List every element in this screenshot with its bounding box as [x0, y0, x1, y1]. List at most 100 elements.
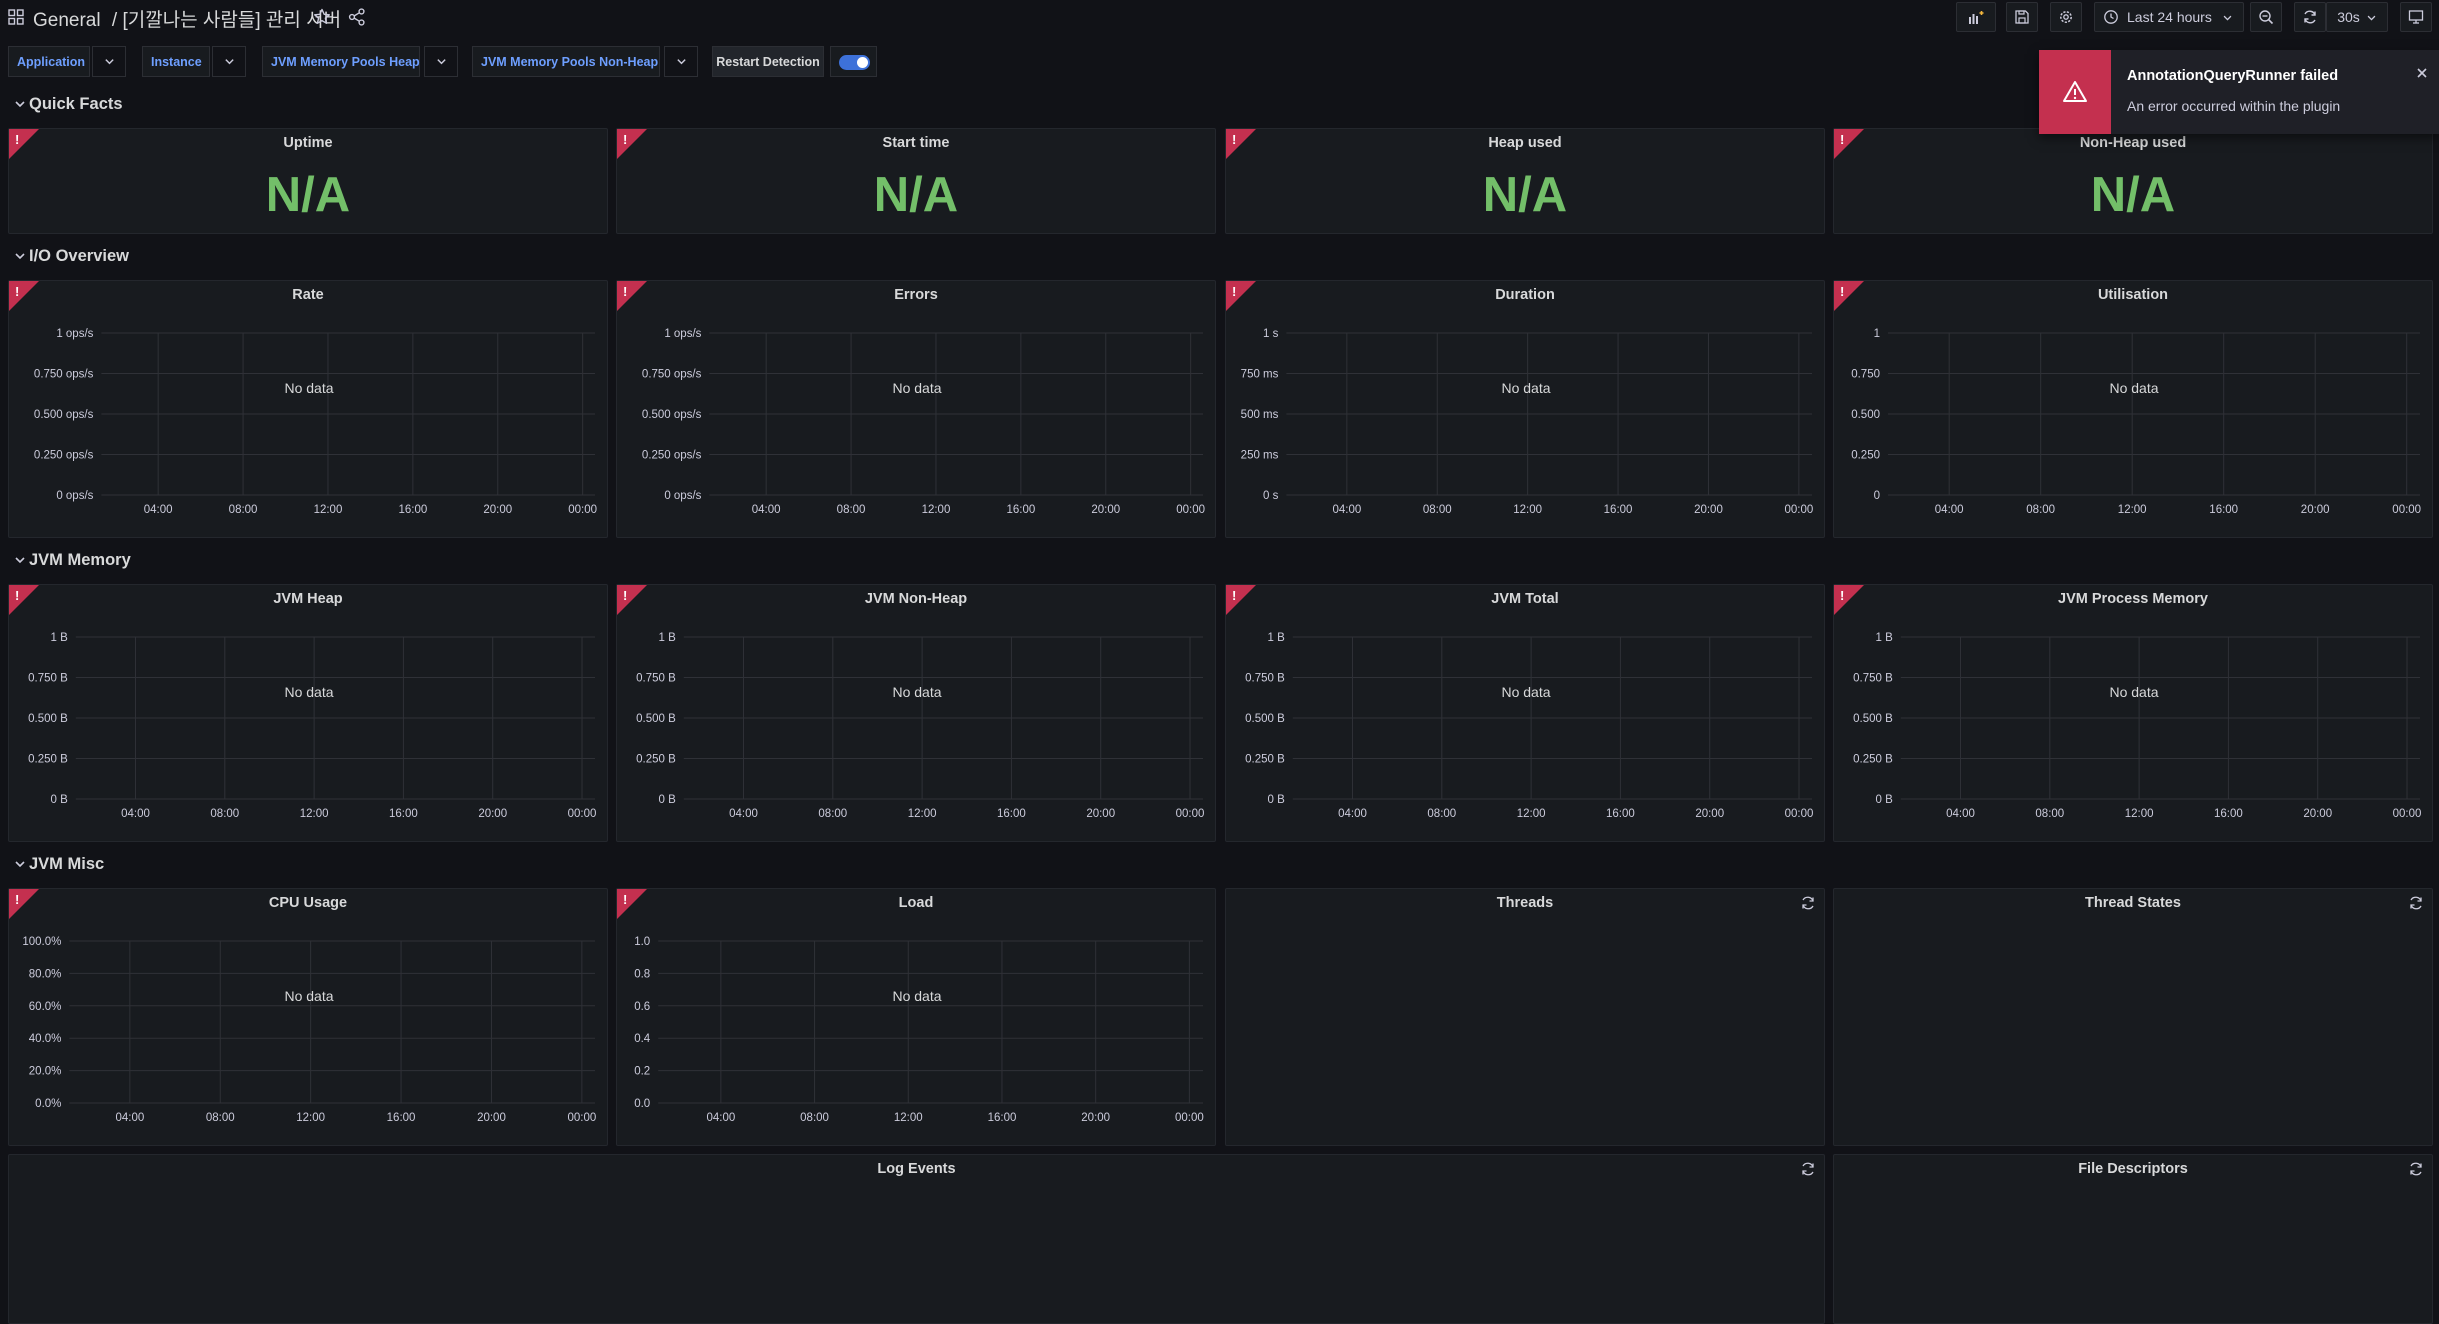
panel-title: JVM Process Memory	[2058, 591, 2208, 607]
stat-panel-nonheap-used[interactable]: ! Non-Heap used N/A	[1833, 128, 2433, 234]
variable-nonheap-pools-dropdown[interactable]	[664, 46, 698, 77]
apps-grid-icon[interactable]	[8, 9, 24, 25]
stat-panel-heap-used[interactable]: ! Heap used N/A	[1225, 128, 1825, 234]
no-data-message: No data	[2109, 684, 2158, 700]
error-indicator-icon[interactable]: !	[617, 281, 647, 311]
variable-application-label[interactable]: Application	[8, 46, 90, 77]
error-indicator-icon[interactable]: !	[617, 889, 647, 919]
panel-threads[interactable]: Threads	[1225, 888, 1825, 1146]
x-tick-label: 08:00	[800, 1112, 829, 1124]
panel-file-descriptors[interactable]: File Descriptors	[1833, 1154, 2433, 1324]
graph-plot[interactable]: 1 0.750 0.500 0.250 0 04:00 08:00 12:00 16:00 20:…	[1834, 281, 2434, 539]
y-tick-label: 1	[1874, 328, 1880, 340]
refresh-interval-picker[interactable]: 30s	[2326, 2, 2388, 32]
close-icon[interactable]	[2415, 66, 2429, 80]
y-tick-label: 0 ops/s	[56, 490, 93, 502]
breadcrumb-folder[interactable]: General	[33, 10, 101, 31]
graph-plot[interactable]: 1 ops/s 0.750 ops/s 0.500 ops/s 0.250 ops/s…	[617, 281, 1217, 539]
zoom-out-button[interactable]	[2250, 2, 2282, 32]
graph-plot[interactable]: 1 ops/s 0.750 ops/s 0.500 ops/s 0.250 ops/s…	[9, 281, 609, 539]
tv-mode-button[interactable]	[2400, 2, 2432, 32]
row-header-quick-facts[interactable]: Quick Facts	[14, 92, 123, 116]
graph-panel-utilisation[interactable]: ! Utilisation 1 0.750 0.500 0.250 0 04:00 08:00 1…	[1833, 280, 2433, 538]
variable-instance-dropdown[interactable]	[212, 46, 246, 77]
stat-value: N/A	[1482, 168, 1568, 222]
dashboard-settings-button[interactable]	[2050, 2, 2082, 32]
svg-text:!: !	[15, 132, 19, 147]
toast-message: An error occurred within the plugin	[2127, 98, 2341, 114]
graph-panel-jvm-process-memory[interactable]: ! JVM Process Memory 1 B 0.750 B 0.500 B 0.25…	[1833, 584, 2433, 842]
panel-title: JVM Non-Heap	[864, 591, 968, 607]
stat-panel-start-time[interactable]: ! Start time N/A	[616, 128, 1216, 234]
x-tick-label: 16:00	[389, 808, 418, 820]
x-tick-label: 04:00	[144, 504, 173, 516]
graph-plot[interactable]: 1 B 0.750 B 0.500 B 0.250 B 0 B 04:00 08:00 12:…	[1834, 585, 2434, 843]
variable-instance-label[interactable]: Instance	[142, 46, 210, 77]
graph-panel-load[interactable]: ! Load 1.0 0.8 0.6 0.4 0.2 0.0 04:00 08:00 12:00 16…	[616, 888, 1216, 1146]
variable-application-dropdown[interactable]	[92, 46, 126, 77]
variable-nonheap-pools-label[interactable]: JVM Memory Pools Non-Heap	[472, 46, 660, 77]
row-header-jvm-memory[interactable]: JVM Memory	[14, 548, 131, 572]
refresh-button[interactable]	[2294, 2, 2326, 32]
time-range-label: Last 24 hours	[2127, 9, 2212, 25]
y-tick-label: 0.500 ops/s	[642, 409, 702, 421]
x-tick-label: 08:00	[1427, 808, 1456, 820]
error-indicator-icon[interactable]: !	[9, 889, 39, 919]
dashboard-title[interactable]: [기깔나는 사람들] 관리 서버	[122, 10, 342, 31]
graph-panel-jvm-nonheap[interactable]: ! JVM Non-Heap 1 B 0.750 B 0.500 B 0.250 B 0 B…	[616, 584, 1216, 842]
x-tick-label: 04:00	[1332, 504, 1361, 516]
svg-text:!: !	[1232, 284, 1236, 299]
error-indicator-icon[interactable]: !	[9, 585, 39, 615]
error-indicator-icon[interactable]: !	[1834, 585, 1864, 615]
error-indicator-icon[interactable]: !	[1834, 129, 1864, 159]
y-tick-label: 0 B	[51, 794, 69, 806]
graph-panel-rate[interactable]: ! Rate 1 ops/s 0.750 ops/s 0.500 ops/s 0.250 …	[8, 280, 608, 538]
stat-panel-uptime[interactable]: ! Uptime N/A	[8, 128, 608, 234]
variable-heap-pools-dropdown[interactable]	[424, 46, 458, 77]
share-icon[interactable]	[347, 7, 367, 27]
x-tick-label: 12:00	[296, 1112, 325, 1124]
error-indicator-icon[interactable]: !	[1226, 281, 1256, 311]
graph-plot[interactable]: 1 B 0.750 B 0.500 B 0.250 B 0 B 04:00 08:00 12:…	[617, 585, 1217, 843]
y-tick-label: 0 s	[1263, 490, 1279, 502]
error-indicator-icon[interactable]: !	[1226, 585, 1256, 615]
error-indicator-icon[interactable]: !	[1834, 281, 1864, 311]
graph-plot[interactable]: 1 s 750 ms 500 ms 250 ms 0 s 04:00 08:00 12:00 1…	[1226, 281, 1826, 539]
graph-plot[interactable]: 100.0% 80.0% 60.0% 40.0% 20.0% 0.0% 04:00 08:00…	[9, 889, 609, 1147]
add-panel-button[interactable]	[1956, 2, 1996, 32]
toast-title: AnnotationQueryRunner failed	[2127, 68, 2339, 84]
row-header-jvm-misc[interactable]: JVM Misc	[14, 852, 104, 876]
y-tick-label: 0.750 ops/s	[642, 369, 702, 381]
panel-title: Thread States	[2085, 895, 2181, 911]
graph-panel-jvm-heap[interactable]: ! JVM Heap 1 B 0.750 B 0.500 B 0.250 B 0 B 04:0…	[8, 584, 608, 842]
graph-plot[interactable]: 1.0 0.8 0.6 0.4 0.2 0.0 04:00 08:00 12:00 16:00 20…	[617, 889, 1217, 1147]
panel-log-events[interactable]: Log Events	[8, 1154, 1825, 1324]
graph-panel-errors[interactable]: ! Errors 1 ops/s 0.750 ops/s 0.500 ops/s 0.25…	[616, 280, 1216, 538]
y-tick-label: 0.500 B	[1245, 713, 1285, 725]
star-icon[interactable]	[312, 7, 332, 27]
graph-panel-duration[interactable]: ! Duration 1 s 750 ms 500 ms 250 ms 0 s 04:00 08…	[1225, 280, 1825, 538]
y-tick-label: 0.250	[1851, 450, 1880, 462]
loading-refresh-icon	[2410, 896, 2422, 910]
svg-text:!: !	[15, 588, 19, 603]
variable-heap-pools-label[interactable]: JVM Memory Pools Heap	[262, 46, 420, 77]
toggle-knob	[857, 57, 868, 68]
no-data-message: No data	[1501, 380, 1550, 396]
error-indicator-icon[interactable]: !	[9, 281, 39, 311]
svg-text:!: !	[623, 892, 627, 907]
graph-panel-cpu-usage[interactable]: ! CPU Usage 100.0% 80.0% 60.0% 40.0% 20.0% 0.0%…	[8, 888, 608, 1146]
error-indicator-icon[interactable]: !	[617, 129, 647, 159]
graph-panel-jvm-total[interactable]: ! JVM Total 1 B 0.750 B 0.500 B 0.250 B 0 B 04:…	[1225, 584, 1825, 842]
graph-plot[interactable]: 1 B 0.750 B 0.500 B 0.250 B 0 B 04:00 08:00 12:…	[1226, 585, 1826, 843]
y-tick-label: 1 ops/s	[664, 328, 701, 340]
error-indicator-icon[interactable]: !	[9, 129, 39, 159]
refresh-interval-label: 30s	[2337, 9, 2360, 25]
error-indicator-icon[interactable]: !	[617, 585, 647, 615]
error-indicator-icon[interactable]: !	[1226, 129, 1256, 159]
restart-detection-toggle[interactable]	[839, 55, 870, 70]
time-range-picker[interactable]: Last 24 hours	[2094, 2, 2244, 32]
row-header-io-overview[interactable]: I/O Overview	[14, 244, 129, 268]
panel-thread-states[interactable]: Thread States	[1833, 888, 2433, 1146]
save-dashboard-button[interactable]	[2006, 2, 2038, 32]
graph-plot[interactable]: 1 B 0.750 B 0.500 B 0.250 B 0 B 04:00 08:00 12:…	[9, 585, 609, 843]
